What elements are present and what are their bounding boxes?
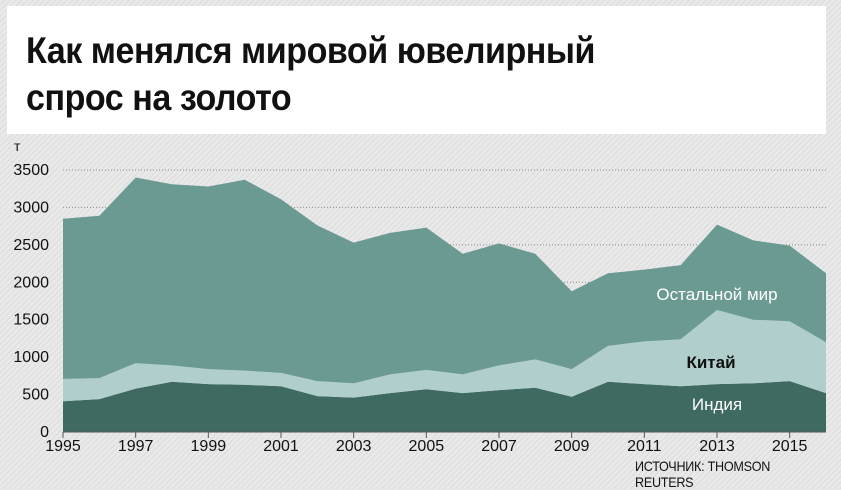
x-tick-label: 1999: [191, 438, 227, 455]
y-tick-label: 1000: [13, 349, 49, 366]
series-label: Остальной мир: [656, 285, 777, 304]
x-tick-label: 2007: [481, 438, 517, 455]
y-axis-labels: 0 500 1000 1500 2000 2500 3000 3500: [13, 162, 49, 441]
y-tick-label: 2500: [13, 237, 49, 254]
series-label: Индия: [692, 395, 742, 414]
chart-areas: [63, 177, 826, 432]
series-label: Китай: [686, 353, 735, 372]
y-tick-label: 3000: [13, 199, 49, 216]
x-tick-label: 2011: [627, 438, 662, 455]
x-axis-labels: 1995 1997 1999 2001 2003 2005 2007 2009 2011 2013…: [45, 432, 808, 455]
chart-title: Как менялся мировой ювелирный спрос на з…: [26, 27, 595, 121]
y-tick-label: 1500: [13, 312, 49, 329]
x-tick-label: 2003: [336, 438, 372, 455]
y-tick-label: 500: [22, 387, 49, 404]
y-unit-label: т: [14, 138, 21, 154]
x-tick-label: 2005: [409, 438, 445, 455]
x-tick-label: 2013: [699, 438, 735, 455]
x-tick-label: 2009: [554, 438, 590, 455]
area-series-1: [63, 310, 826, 402]
x-tick-label: 1995: [45, 438, 81, 455]
title-line-2: спрос на золото: [26, 77, 292, 118]
x-tick-label: 2015: [772, 438, 808, 455]
title-line-1: Как менялся мировой ювелирный: [26, 30, 595, 71]
x-tick-label: 2001: [263, 438, 299, 455]
y-tick-label: 0: [40, 424, 49, 441]
x-tick-label: 1997: [118, 438, 154, 455]
series-labels: Индия Китай Остальной мир: [656, 285, 777, 414]
y-tick-label: 3500: [13, 162, 49, 179]
title-box: [7, 6, 826, 134]
y-tick-label: 2000: [13, 274, 49, 291]
area-series-0: [63, 381, 826, 432]
source-note: ИСТОЧНИК: THOMSON REUTERS: [635, 458, 771, 490]
area-series-2: [63, 177, 826, 384]
